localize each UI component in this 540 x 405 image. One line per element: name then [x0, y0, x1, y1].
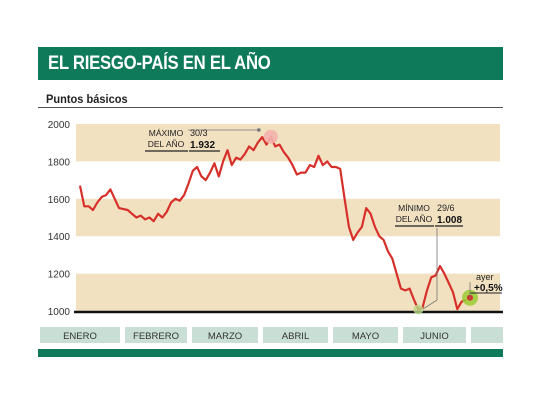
- y-tick-label: 1000: [48, 307, 71, 318]
- month-box: [40, 327, 120, 343]
- month-label: JUNIO: [420, 331, 449, 342]
- band-2: [76, 124, 500, 162]
- min-date: 29/6: [437, 203, 455, 213]
- band-0: [76, 273, 500, 311]
- min-highlight: [413, 304, 424, 315]
- title-bar: EL RIESGO-PAÍS EN EL AÑO: [38, 47, 503, 80]
- month-box: [125, 327, 187, 343]
- y-tick-label: 1600: [48, 195, 71, 206]
- min-label-line1: MÍNIMO: [398, 203, 430, 213]
- month-label: FEBRERO: [133, 331, 179, 342]
- y-tick-label: 1800: [48, 157, 71, 168]
- month-box-extra: [471, 327, 503, 343]
- month-label: MARZO: [208, 331, 242, 342]
- bottom-bar: [38, 349, 503, 357]
- month-box: [333, 327, 398, 343]
- max-label-line2: DEL AÑO: [148, 139, 185, 149]
- month-label: ABRIL: [282, 331, 309, 342]
- month-label: ENERO: [63, 331, 97, 342]
- min-value: 1.008: [437, 215, 462, 226]
- y-tick-label: 1200: [48, 270, 71, 281]
- max-value: 1.932: [190, 140, 215, 151]
- band-1: [76, 198, 500, 237]
- subtitle-divider: [38, 107, 503, 108]
- month-label: MAYO: [352, 331, 379, 342]
- max-label-line1: MÁXIMO: [149, 128, 184, 138]
- month-box: [263, 327, 328, 343]
- y-tick-label: 2000: [48, 120, 71, 131]
- month-box: [403, 327, 466, 343]
- last-value: +0,5%: [474, 283, 503, 294]
- max-leader-dot: [257, 128, 261, 132]
- min-leader-line-2: [422, 299, 438, 310]
- max-date: 30/3: [190, 128, 208, 138]
- y-tick-label: 1400: [48, 232, 71, 243]
- month-box: [192, 327, 258, 343]
- min-label-line2: DEL AÑO: [396, 214, 433, 224]
- last-label: ayer: [476, 272, 494, 282]
- chart-subtitle: Puntos básicos: [46, 92, 128, 106]
- chart-title: EL RIESGO-PAÍS EN EL AÑO: [48, 53, 271, 74]
- max-highlight: [263, 129, 278, 144]
